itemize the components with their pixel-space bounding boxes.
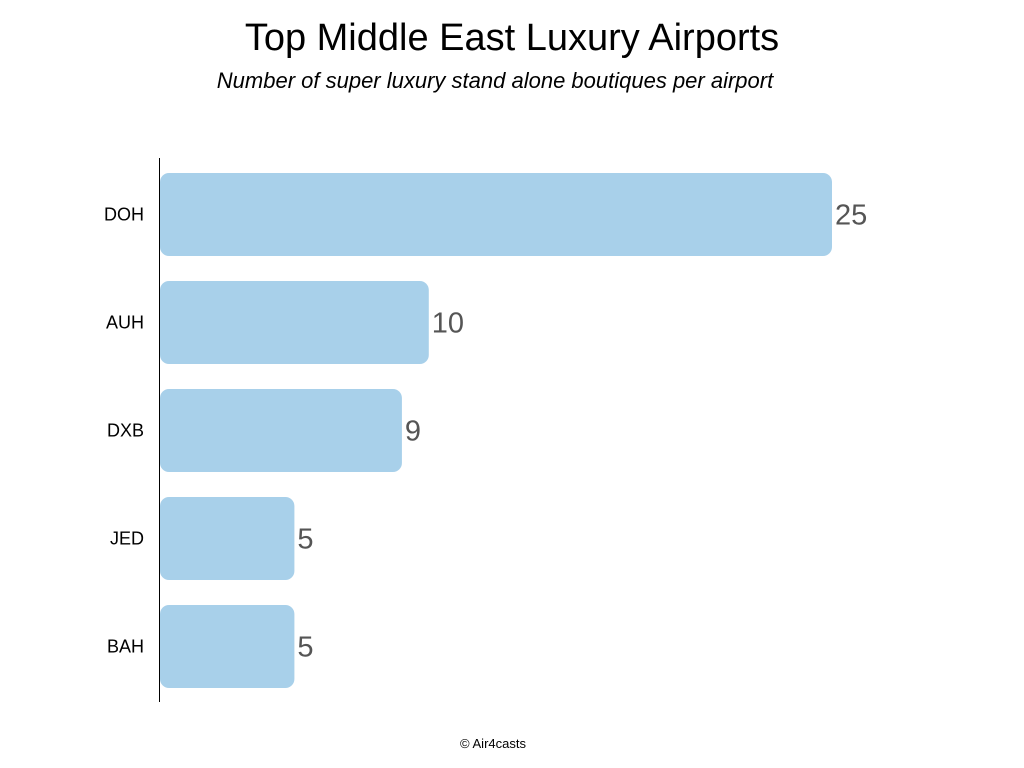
- bar-doh: [160, 173, 832, 256]
- value-label-jed: 5: [297, 524, 313, 556]
- bars-group: [160, 173, 832, 688]
- category-label-jed: JED: [110, 529, 144, 549]
- category-label-doh: DOH: [104, 205, 144, 225]
- bar-auh: [160, 281, 429, 364]
- category-labels-group: DOH AUH DXB JED BAH: [104, 205, 144, 657]
- footer-credit: © Air4casts: [460, 736, 526, 751]
- value-label-bah: 5: [297, 632, 313, 664]
- category-label-bah: BAH: [107, 637, 144, 657]
- bar-jed: [160, 497, 295, 580]
- bar-bah: [160, 605, 295, 688]
- value-label-doh: 25: [835, 200, 867, 232]
- category-label-dxb: DXB: [107, 421, 144, 441]
- value-label-auh: 10: [432, 308, 464, 340]
- chart-title: Top Middle East Luxury Airports: [244, 17, 780, 59]
- chart-subtitle: Number of super luxury stand alone bouti…: [216, 68, 774, 93]
- bar-dxb: [160, 389, 402, 472]
- category-label-auh: AUH: [106, 313, 144, 333]
- value-labels-group: 25 10 9 5 5: [297, 200, 867, 664]
- value-label-dxb: 9: [405, 416, 421, 448]
